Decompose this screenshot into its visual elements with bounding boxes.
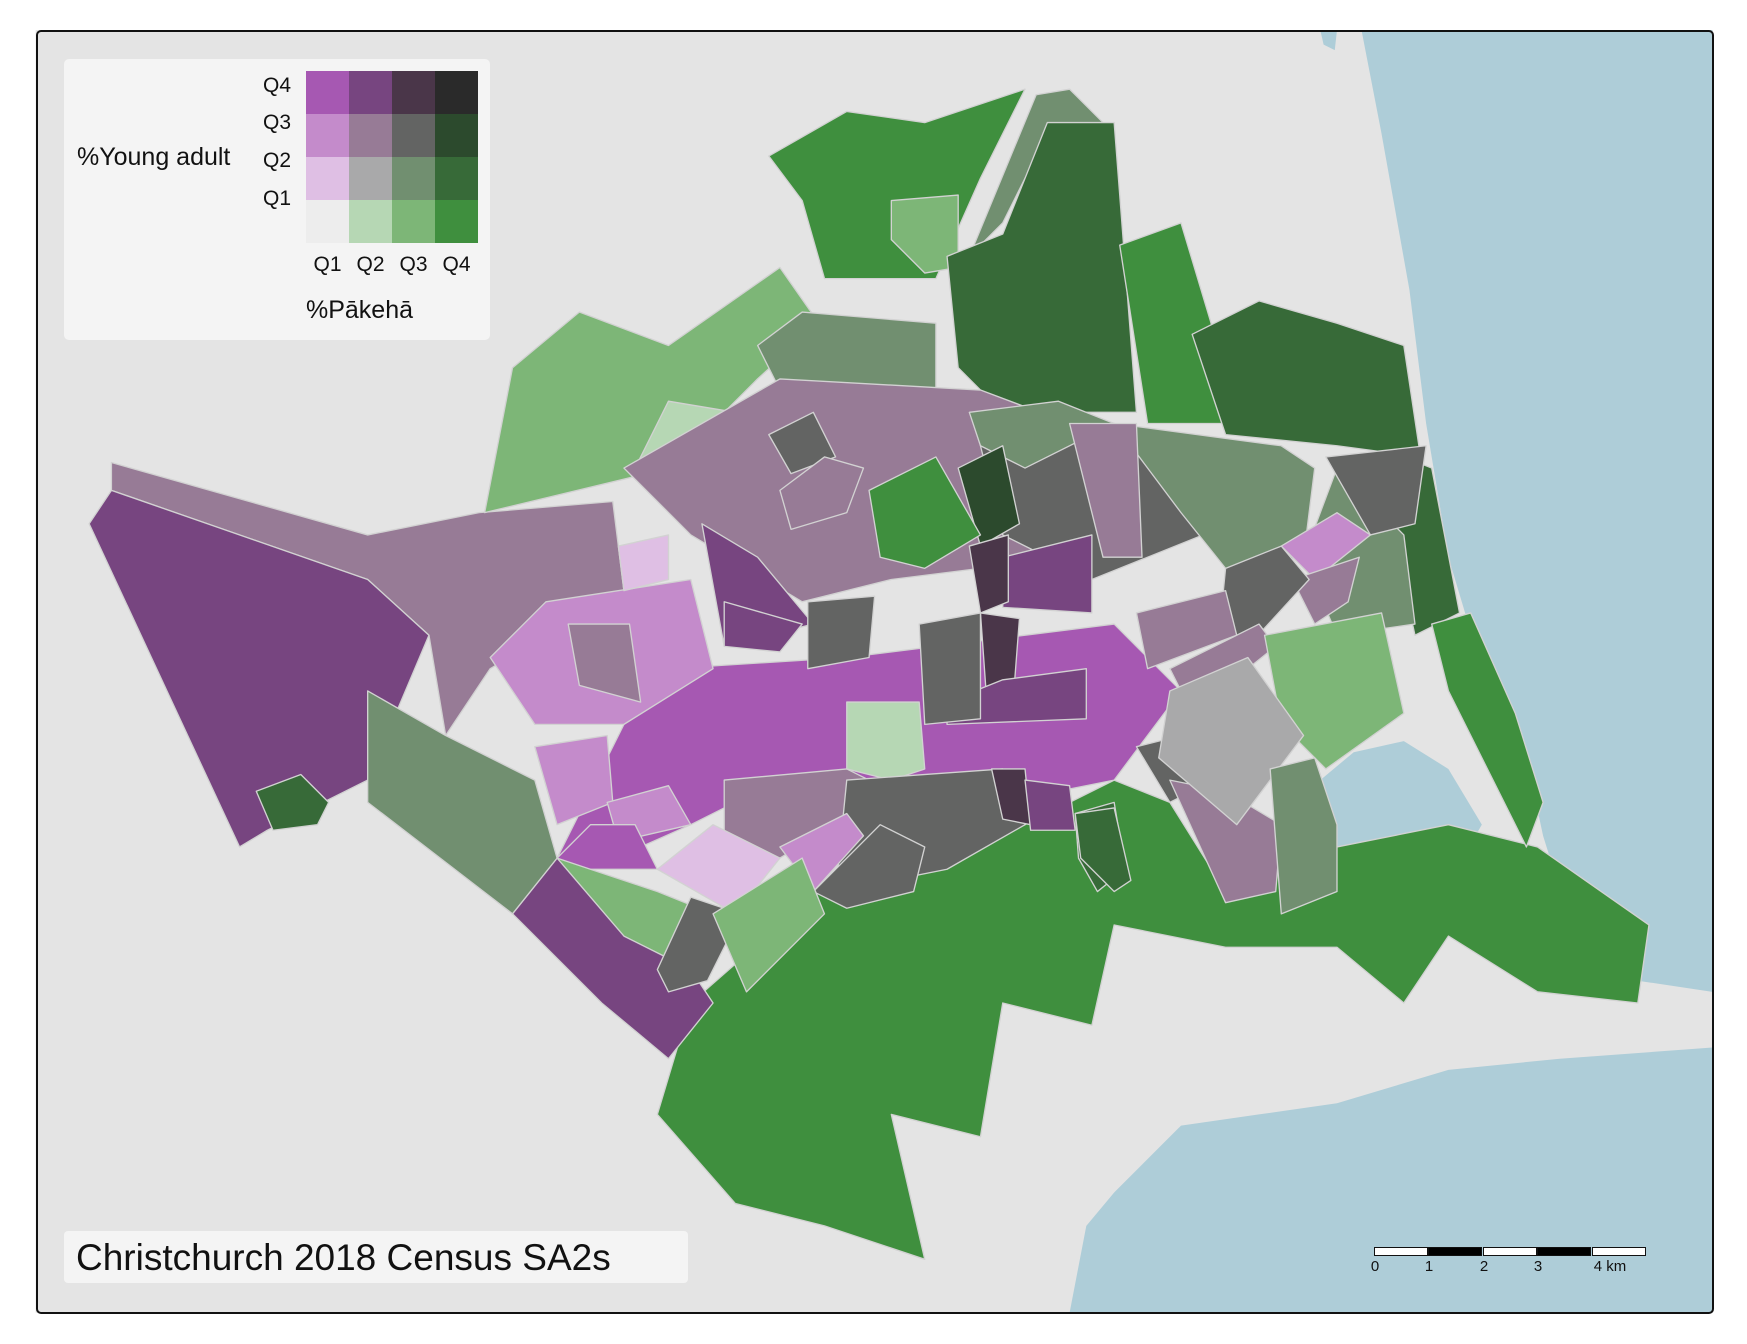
scale-segment	[1592, 1247, 1646, 1256]
legend-swatch	[349, 71, 392, 114]
sa2-region	[768, 88, 1026, 280]
legend-swatch	[435, 114, 478, 157]
sa2-region	[812, 824, 926, 909]
sa2-region	[1325, 445, 1427, 536]
legend-swatch	[306, 114, 349, 157]
legend-swatch	[349, 114, 392, 157]
legend-swatch	[392, 114, 435, 157]
legend-row-label: Q3	[263, 111, 292, 134]
water-layer	[1069, 30, 1713, 1313]
sa2-regions	[88, 88, 1650, 1260]
bivariate-legend: %Young adult Q4 Q3 Q2 Q1 Q1 Q2 Q3 Q4 %Pā…	[64, 59, 490, 340]
scale-label: 0	[1370, 1258, 1380, 1275]
sa2-region	[868, 456, 982, 570]
sa2-region	[1068, 422, 1143, 558]
sa2-region	[968, 400, 1115, 469]
legend-row-label: Q4	[263, 74, 292, 97]
water-body	[1069, 1047, 1713, 1313]
map-title-box: Christchurch 2018 Census SA2s	[64, 1231, 688, 1283]
sa2-region	[567, 623, 642, 703]
sa2-region	[768, 411, 837, 475]
scale-label: 1	[1424, 1258, 1434, 1275]
scale-segment	[1537, 1247, 1591, 1256]
legend-swatch	[435, 71, 478, 114]
map-title: Christchurch 2018 Census SA2s	[76, 1237, 611, 1278]
sa2-region	[712, 857, 826, 993]
scale-segment	[1374, 1247, 1428, 1256]
scale-label: 2	[1479, 1258, 1489, 1275]
scale-label: 4 km	[1593, 1258, 1627, 1275]
sa2-region	[846, 701, 926, 781]
sa2-region	[88, 489, 430, 848]
sa2-region	[1024, 779, 1076, 831]
sa2-region	[1291, 556, 1360, 625]
legend-swatch	[306, 71, 349, 114]
scale-segment	[1428, 1247, 1482, 1256]
sa2-region	[1158, 656, 1305, 826]
sa2-region	[1269, 757, 1338, 915]
water-body	[1361, 30, 1713, 992]
sa2-region	[957, 445, 1021, 547]
legend-swatch	[349, 157, 392, 200]
sa2-region	[617, 534, 670, 592]
legend-x-label: %Pākehā	[306, 296, 414, 324]
sa2-region	[807, 595, 876, 670]
legend-row-label: Q2	[263, 149, 292, 172]
legend-swatch	[435, 200, 478, 243]
sa2-region	[1074, 807, 1132, 893]
legend-swatch	[392, 157, 435, 200]
legend-swatch	[435, 157, 478, 200]
sa2-region	[255, 773, 330, 831]
scale-segment	[1483, 1247, 1537, 1256]
legend-swatch	[349, 200, 392, 243]
legend-swatch	[392, 200, 435, 243]
legend-row-label: Q1	[263, 187, 292, 210]
legend-col-label: Q3	[399, 253, 428, 276]
sa2-region	[1280, 511, 1372, 581]
legend-col-label: Q1	[313, 253, 342, 276]
scale-label: 3	[1533, 1258, 1543, 1275]
sa2-region	[918, 612, 982, 726]
sa2-region	[1191, 300, 1422, 458]
water-body	[1320, 30, 1337, 51]
sa2-region	[723, 601, 803, 653]
legend-swatch	[306, 157, 349, 200]
sa2-region	[1431, 612, 1544, 848]
sa2-region	[890, 194, 959, 274]
legend-y-label: %Young adult	[77, 143, 231, 171]
legend-swatch	[392, 71, 435, 114]
sa2-region	[968, 534, 1009, 614]
legend-col-label: Q2	[356, 253, 385, 276]
legend-col-label: Q4	[442, 253, 471, 276]
sa2-region	[779, 456, 865, 531]
legend-swatch	[306, 200, 349, 243]
